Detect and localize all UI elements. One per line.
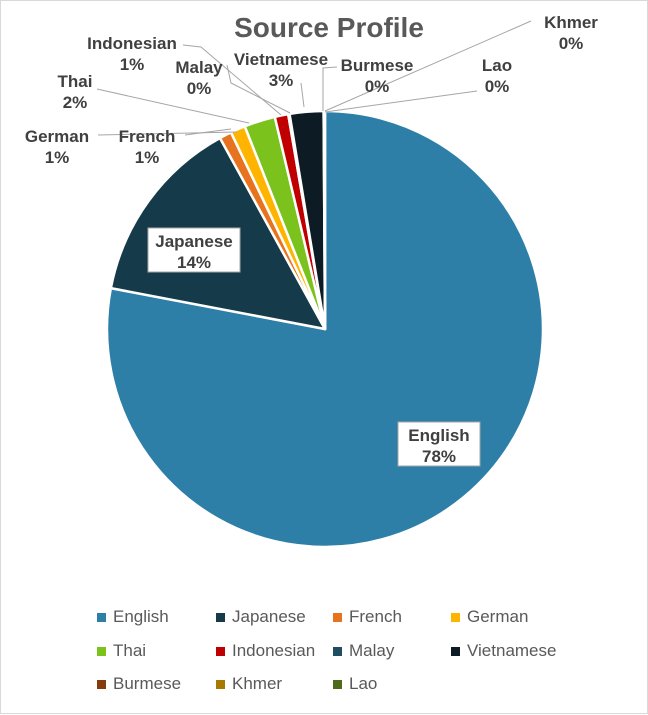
label-pct-indonesian: 1% <box>120 55 145 74</box>
legend-label-english: English <box>113 607 169 626</box>
label-pct-german: 1% <box>45 148 70 167</box>
leader-vietnamese <box>301 83 304 107</box>
label-pct-vietnamese: 3% <box>269 71 294 90</box>
label-pct-french: 1% <box>135 148 160 167</box>
label-name-lao: Lao <box>482 56 512 75</box>
leader-thai <box>97 89 249 123</box>
legend-swatch-english <box>97 613 106 622</box>
legend-swatch-khmer <box>216 680 225 689</box>
label-name-malay: Malay <box>175 58 223 77</box>
legend-swatch-thai <box>97 647 106 656</box>
legend-label-french: French <box>349 607 402 626</box>
legend-label-indonesian: Indonesian <box>232 641 315 660</box>
label-pct-malay: 0% <box>187 79 212 98</box>
chart-title: Source Profile <box>234 12 424 43</box>
label-pct-japanese: 14% <box>177 253 211 272</box>
legend-label-malay: Malay <box>349 641 395 660</box>
label-name-indonesian: Indonesian <box>87 34 177 53</box>
legend-swatch-german <box>451 613 460 622</box>
label-pct-khmer: 0% <box>559 34 584 53</box>
label-name-german: German <box>25 127 89 146</box>
legend-swatch-french <box>333 613 342 622</box>
label-name-burmese: Burmese <box>341 56 414 75</box>
legend-label-thai: Thai <box>113 641 146 660</box>
label-name-french: French <box>119 127 176 146</box>
pie-slices <box>107 111 543 547</box>
legend-swatch-burmese <box>97 680 106 689</box>
legend-label-lao: Lao <box>349 674 377 693</box>
legend-swatch-vietnamese <box>451 647 460 656</box>
legend-label-vietnamese: Vietnamese <box>467 641 556 660</box>
leader-burmese <box>323 67 337 111</box>
legend-label-german: German <box>467 607 528 626</box>
legend: English Japanese French German Thai Indonesia… <box>97 607 556 693</box>
label-name-thai: Thai <box>58 72 93 91</box>
legend-swatch-indonesian <box>216 647 225 656</box>
legend-label-burmese: Burmese <box>113 674 181 693</box>
legend-swatch-lao <box>333 680 342 689</box>
legend-label-japanese: Japanese <box>232 607 306 626</box>
label-name-vietnamese: Vietnamese <box>234 50 328 69</box>
label-pct-english: 78% <box>422 447 456 466</box>
label-pct-burmese: 0% <box>365 77 390 96</box>
legend-swatch-japanese <box>216 613 225 622</box>
label-name-japanese: Japanese <box>155 232 233 251</box>
label-pct-lao: 0% <box>485 77 510 96</box>
legend-label-khmer: Khmer <box>232 674 282 693</box>
legend-swatch-malay <box>333 647 342 656</box>
label-name-english: English <box>408 426 469 445</box>
label-pct-thai: 2% <box>63 93 88 112</box>
label-name-khmer: Khmer <box>544 13 598 32</box>
